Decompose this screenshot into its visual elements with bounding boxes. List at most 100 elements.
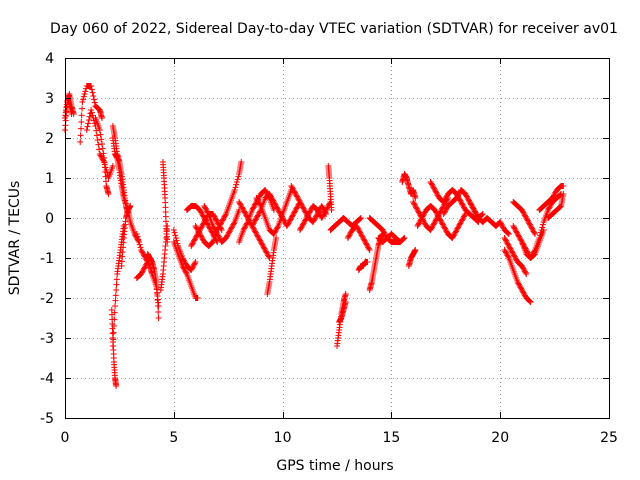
data-point: [357, 229, 364, 236]
data-point: [524, 216, 531, 223]
data-point: [265, 253, 272, 260]
data-point: [204, 208, 211, 215]
data-point: [438, 219, 445, 225]
data-point: [470, 205, 477, 212]
data-point: [359, 233, 366, 240]
data-point: [213, 217, 220, 224]
data-point: [505, 230, 512, 237]
x-tick-label: 20: [491, 430, 509, 446]
data-point: [432, 208, 439, 215]
data-point: [545, 205, 552, 212]
data-point: [134, 233, 141, 240]
data-point: [529, 252, 536, 259]
data-point: [199, 211, 206, 217]
data-point: [224, 232, 231, 239]
data-point: [410, 199, 417, 205]
data-point: [110, 323, 117, 329]
data-point: [228, 224, 235, 231]
data-point: [273, 227, 280, 233]
data-point: [310, 217, 317, 224]
data-point: [528, 224, 535, 231]
data-point: [141, 264, 148, 271]
data-point: [89, 112, 96, 119]
data-point: [460, 213, 467, 220]
data-point: [91, 96, 98, 103]
data-point: [473, 212, 480, 219]
chart-title: Day 060 of 2022, Sidereal Day-to-day VTE…: [50, 21, 618, 37]
x-tick-label: 10: [274, 430, 292, 446]
data-point: [514, 231, 521, 237]
data-point: [291, 208, 298, 215]
data-point: [400, 235, 407, 242]
data-point: [412, 247, 419, 253]
data-point: [190, 239, 197, 245]
y-tick-label: -2: [40, 291, 54, 307]
data-point: [95, 141, 102, 148]
data-point: [202, 216, 209, 223]
data-point: [289, 185, 296, 192]
data-point: [94, 137, 101, 143]
data-point: [500, 224, 507, 231]
data-point: [321, 209, 328, 216]
data-point: [519, 264, 526, 271]
data-point: [238, 204, 245, 211]
data-point: [99, 145, 106, 152]
data-point: [133, 231, 140, 237]
data-point: [260, 244, 267, 251]
data-point: [232, 184, 239, 191]
data-point: [307, 208, 314, 215]
data-point: [93, 127, 100, 134]
data-point: [427, 179, 434, 185]
data-point: [218, 219, 225, 225]
data-point: [215, 224, 222, 231]
data-point: [466, 199, 473, 205]
data-point: [411, 201, 418, 208]
data-point: [143, 261, 150, 268]
data-point: [153, 279, 160, 285]
data-point: [460, 204, 467, 211]
data-point: [442, 195, 449, 201]
data-point: [265, 252, 272, 259]
data-point: [547, 203, 554, 209]
data-point: [501, 247, 508, 253]
data-point: [518, 285, 525, 292]
data-point: [529, 227, 536, 233]
data-point: [503, 251, 510, 257]
data-point: [68, 111, 75, 117]
data-point: [79, 105, 86, 112]
data-point: [272, 201, 279, 208]
data-point: [289, 184, 296, 191]
data-point: [199, 235, 206, 241]
data-point: [197, 232, 204, 239]
data-point: [501, 235, 508, 241]
data-point: [457, 220, 464, 227]
data-point: [412, 195, 419, 201]
data-point: [365, 245, 372, 252]
data-point: [275, 208, 282, 215]
data-point: [243, 212, 250, 219]
x-tick-labels: 0 5 10 15 20 25: [61, 430, 618, 446]
data-point: [547, 201, 554, 208]
data-point: [517, 236, 524, 243]
data-point: [549, 195, 556, 201]
data-point: [522, 269, 529, 276]
data-point: [453, 195, 460, 201]
data-point: [217, 221, 224, 228]
data-point: [458, 200, 465, 207]
data-point: [512, 227, 519, 233]
data-point: [550, 193, 557, 200]
data-point: [556, 192, 563, 199]
data-point: [527, 255, 534, 261]
data-point: [212, 228, 219, 235]
y-tick-label: -5: [40, 411, 54, 427]
data-point: [260, 243, 267, 249]
data-point: [135, 236, 142, 243]
data-point: [77, 132, 84, 139]
data-point: [461, 212, 468, 219]
data-point: [249, 221, 256, 228]
data-point: [262, 188, 269, 195]
data-point: [249, 207, 256, 213]
data-point: [304, 213, 311, 220]
data-point: [88, 107, 95, 113]
data-point: [250, 204, 257, 211]
